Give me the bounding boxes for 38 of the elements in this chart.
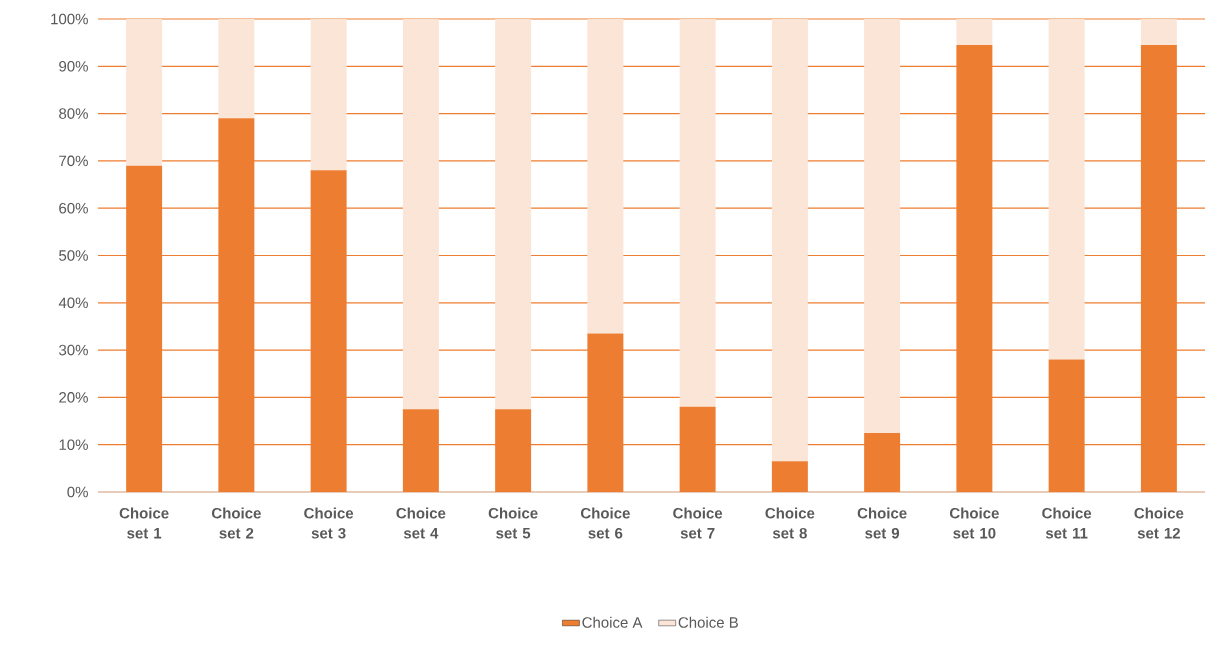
- x-tick-label: Choice set 6: [580, 507, 630, 539]
- bar: [864, 19, 901, 433]
- bar: [310, 19, 347, 171]
- x-tick-label: Choice set 1: [119, 507, 169, 539]
- y-tick-label: 90%: [59, 60, 88, 72]
- legend-label: Choice B: [678, 616, 738, 628]
- y-tick-label: 70%: [59, 155, 88, 167]
- x-tick-label: Choice set 9: [857, 507, 907, 539]
- y-tick-label: 50%: [59, 250, 88, 261]
- y-tick-label: 10%: [59, 439, 88, 450]
- x-tick-label: Choice set 5: [488, 507, 538, 539]
- y-tick-label: 80%: [59, 108, 88, 119]
- y-tick-label: 30%: [59, 344, 88, 356]
- bar: [218, 19, 255, 119]
- x-tick-label: Choice set 2: [211, 507, 261, 539]
- legend-label: Choice A: [582, 616, 643, 628]
- bar: [1048, 19, 1085, 360]
- bar: [126, 19, 163, 166]
- y-tick-label: 100%: [51, 13, 88, 25]
- x-tick-label: Choice set 12: [1134, 507, 1184, 539]
- y-tick-label: 40%: [58, 297, 88, 309]
- y-tick-label: 0%: [67, 486, 88, 498]
- bar: [679, 19, 716, 407]
- bar: [771, 461, 808, 492]
- bar: [402, 19, 439, 410]
- y-tick-label: 60%: [59, 202, 88, 214]
- x-tick-label: Choice set 4: [396, 507, 446, 539]
- y-tick-label: 20%: [59, 392, 88, 403]
- x-tick-label: Choice set 11: [1042, 507, 1092, 539]
- x-tick-label: Choice set 3: [304, 507, 354, 539]
- bar: [956, 19, 993, 46]
- bar: [495, 19, 532, 410]
- bar: [771, 19, 808, 462]
- x-tick-label: Choice set 7: [673, 507, 723, 539]
- x-tick-label: Choice set 8: [765, 507, 815, 539]
- x-tick-label: Choice set 10: [949, 507, 999, 539]
- bar: [1140, 19, 1177, 46]
- bar: [587, 19, 624, 334]
